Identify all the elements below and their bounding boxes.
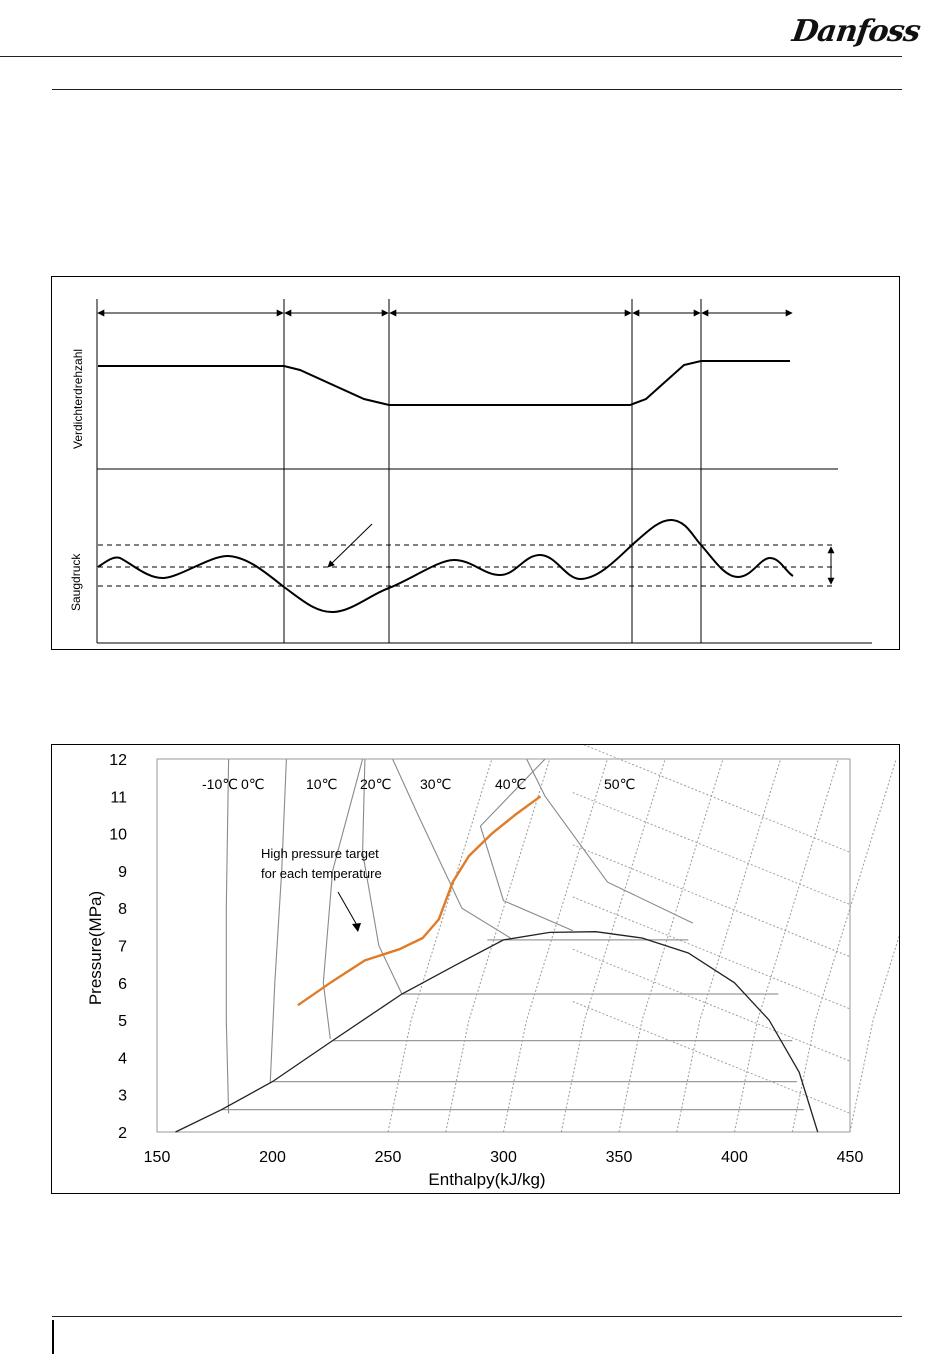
isochore-3 xyxy=(572,844,851,958)
isentrope-4 xyxy=(618,758,724,1133)
annotation-arrowhead xyxy=(352,923,361,932)
x-tick-label: 400 xyxy=(721,1149,748,1166)
y-tick-label: 10 xyxy=(109,827,127,844)
x-tick-label: 450 xyxy=(837,1149,864,1166)
isochore-1 xyxy=(572,948,851,1062)
label-saugdruck: Saugdruck xyxy=(69,553,83,611)
isentrope-1 xyxy=(445,758,551,1133)
annotation-arrow xyxy=(337,891,359,928)
plot-area xyxy=(156,758,851,1133)
x-tick-label: 200 xyxy=(259,1149,286,1166)
y-tick-label: 7 xyxy=(118,939,127,956)
isotherm-line-2 xyxy=(322,758,364,1039)
annotation-text: High pressure target xyxy=(261,846,379,861)
figure1-svg: Verdichterdrehzahl Saugdruck xyxy=(69,299,872,644)
high-pressure-target-series xyxy=(297,795,542,1007)
annotation-text: for each temperature xyxy=(261,866,382,881)
isotherm-line-1 xyxy=(269,758,287,1084)
brand-wordmark: Danfoss xyxy=(790,14,922,49)
isotherm-label: 20℃ xyxy=(360,776,391,792)
label-verdichterdrehzahl: Verdichterdrehzahl xyxy=(71,349,85,449)
danfoss-logo: Danfoss xyxy=(789,14,922,56)
isentrope-6 xyxy=(734,758,839,1133)
y-tick-label: 9 xyxy=(118,864,127,881)
y-tick-label: 8 xyxy=(118,901,127,918)
figure-compressor-speed: Verdichterdrehzahl Saugdruck xyxy=(51,276,900,650)
x-tick-label: 250 xyxy=(375,1149,402,1166)
y-tick-label: 5 xyxy=(118,1013,127,1030)
x-tick-labels: 150 200 250 300 350 400 450 xyxy=(144,1149,864,1166)
isochore-2 xyxy=(572,896,851,1010)
phase-boundaries xyxy=(283,299,702,643)
suction-pressure-line xyxy=(97,518,794,614)
y-tick-labels: 2 3 4 5 6 7 8 9 10 11 12 xyxy=(109,752,127,1142)
isotherm-label: 40℃ xyxy=(495,776,526,792)
x-axis-label: Enthalpy(kJ/kg) xyxy=(428,1170,545,1189)
x-tick-label: 150 xyxy=(144,1149,171,1166)
isentrope-8 xyxy=(849,769,950,1133)
isotherm-label: 0℃ xyxy=(241,776,265,792)
y-tick-label: 12 xyxy=(109,752,127,769)
isotherm-label: 50℃ xyxy=(604,776,635,792)
saturation-dome xyxy=(175,931,819,1133)
y-tick-label: 2 xyxy=(118,1125,127,1142)
isotherm-line-6 xyxy=(526,758,694,924)
y-axis-label: Pressure(MPa) xyxy=(86,891,105,1005)
isotherm-label: 10℃ xyxy=(306,776,337,792)
isentrope-7 xyxy=(791,758,897,1133)
isotherm-line-3 xyxy=(362,758,403,995)
isentrope-3 xyxy=(560,758,666,1133)
isotherm-line-5 xyxy=(479,758,574,932)
isotherm-label: -10℃ xyxy=(202,776,238,792)
isotherm-labels: -10℃ 0℃ 10℃ 20℃ 30℃ 40℃ 50℃ xyxy=(202,776,635,792)
footer-rule xyxy=(52,1316,902,1317)
isochore-5 xyxy=(572,739,851,853)
compressor-speed-line xyxy=(98,360,790,406)
isentrope-0 xyxy=(387,758,493,1133)
ph-isolines xyxy=(156,739,950,1133)
isochore-0 xyxy=(572,1001,851,1114)
isentrope-2 xyxy=(503,758,608,1133)
x-tick-label: 350 xyxy=(606,1149,633,1166)
pressure-band-lines xyxy=(98,544,836,587)
x-tick-label: 300 xyxy=(490,1149,517,1166)
header-rule-top xyxy=(0,56,902,57)
figure-ph-diagram: 2 3 4 5 6 7 8 9 10 11 12 150 200 250 300 350 400 450 -10… xyxy=(51,739,950,1194)
saturation-curve xyxy=(175,931,819,1133)
target-line xyxy=(297,795,542,1007)
figure2-svg: 2 3 4 5 6 7 8 9 10 11 12 150 200 250 300 350 400 450 -10… xyxy=(86,739,950,1189)
isotherm-line-0 xyxy=(225,758,230,1114)
pointer-arrow xyxy=(327,523,373,568)
y-tick-label: 3 xyxy=(118,1088,127,1105)
isentrope-5 xyxy=(676,758,782,1133)
header-rule-bottom xyxy=(52,89,902,90)
y-tick-label: 6 xyxy=(118,976,127,993)
isotherm-line-4 xyxy=(392,758,511,939)
isotherm-label: 30℃ xyxy=(420,776,451,792)
footer-marker xyxy=(52,1320,54,1354)
annotation: High pressure target for each temperature xyxy=(261,846,382,932)
isochore-4 xyxy=(572,792,851,905)
y-tick-label: 4 xyxy=(118,1050,127,1067)
y-tick-label: 11 xyxy=(110,789,127,806)
